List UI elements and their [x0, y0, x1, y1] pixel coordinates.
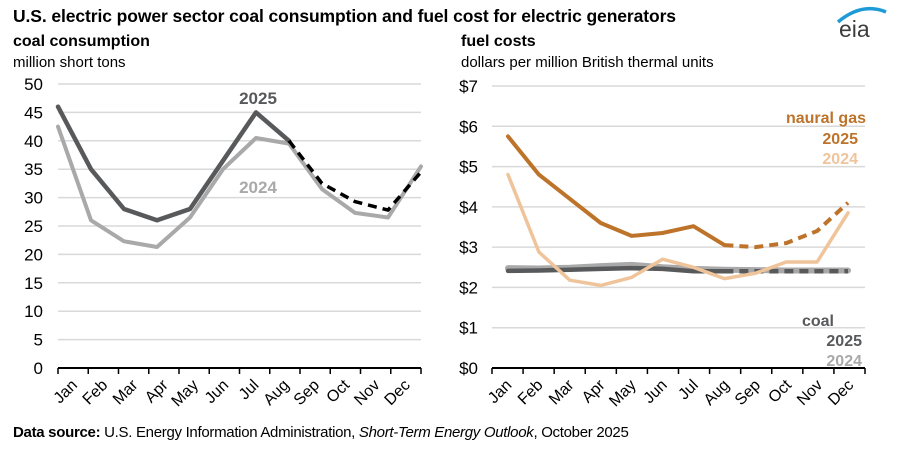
x-tick-label: Jul	[236, 377, 262, 403]
legend-coal-title: coal	[802, 313, 834, 330]
y-tick-label: $1	[459, 319, 478, 338]
legend-gas-2025: 2025	[822, 131, 858, 148]
x-tick-label: Dec	[382, 377, 414, 409]
gas-cost-2024-line	[506, 172, 850, 288]
x-tick-label: Feb	[515, 377, 547, 409]
y-tick-label: $0	[459, 359, 478, 378]
x-tick-label: Mar	[546, 376, 578, 408]
y-tick-label: 5	[34, 331, 43, 350]
x-tick-label: Apr	[579, 376, 609, 406]
y-tick-label: $7	[459, 77, 478, 96]
x-tick-label: Jun	[202, 377, 232, 407]
y-tick-label: 45	[24, 103, 43, 122]
y-tick-label: 25	[24, 217, 43, 236]
coal-consumption-2024-line	[56, 124, 423, 249]
x-tick-label: Aug	[261, 377, 293, 409]
x-tick-label: Oct	[765, 376, 795, 406]
data-source-label: Data source:	[13, 424, 101, 441]
x-tick-label: Nov	[794, 377, 826, 409]
y-tick-label: 40	[24, 132, 43, 151]
x-tick-label: Feb	[80, 377, 112, 409]
x-tick-label: Sep	[291, 377, 323, 409]
gas-cost-2025-forecast-line	[724, 201, 850, 250]
x-tick-label: Jan	[485, 377, 515, 407]
eia-logo-text: eia	[839, 16, 870, 40]
x-tick-label: Nov	[351, 377, 383, 409]
y-tick-label: 20	[24, 245, 43, 264]
data-source-publication: Short-Term Energy Outlook	[358, 424, 534, 441]
right-chart-units: dollars per million British thermal unit…	[461, 54, 714, 71]
legend-coal-2024: 2024	[826, 353, 862, 370]
x-tick-label: May	[606, 377, 639, 410]
y-tick-label: $6	[459, 117, 478, 136]
eia-logo-arc-icon	[836, 6, 887, 24]
legend-gas-title: naural gas	[786, 110, 866, 127]
chart-title: U.S. electric power sector coal consumpt…	[13, 6, 676, 26]
eia-logo: eia	[836, 6, 887, 40]
x-tick-label: Jul	[675, 377, 701, 403]
legend-coal-2025: 2025	[826, 333, 862, 350]
right-chart-title: fuel costs	[461, 33, 536, 50]
left-chart-units: million short tons	[13, 54, 126, 71]
legend-gas-2024: 2024	[822, 151, 858, 168]
x-tick-label: May	[169, 377, 202, 410]
x-tick-label: Sep	[732, 377, 764, 409]
gas-cost-2025-line	[506, 134, 727, 248]
data-source-text: U.S. Energy Information Administration,	[100, 424, 359, 441]
coal-consumption-2025-forecast-line	[287, 139, 423, 212]
left-chart-title: coal consumption	[13, 33, 150, 50]
y-tick-label: $3	[459, 238, 478, 257]
coal-consumption-2025-line	[55, 104, 292, 223]
x-tick-label: Mar	[110, 376, 142, 408]
x-tick-label: Jan	[51, 377, 81, 407]
coal-cost-2025-line	[505, 265, 727, 274]
series-label-2025: 2025	[239, 89, 277, 108]
y-tick-label: 15	[24, 274, 43, 293]
y-tick-label: $5	[459, 158, 478, 177]
y-tick-label: 35	[24, 160, 43, 179]
x-tick-label: Dec	[825, 377, 857, 409]
y-tick-label: 30	[24, 189, 43, 208]
data-source-date: , October 2025	[533, 424, 629, 441]
series-label-2024: 2024	[239, 178, 277, 197]
y-tick-label: $2	[459, 278, 478, 297]
x-tick-label: Jun	[641, 377, 671, 407]
y-tick-label: $4	[459, 198, 478, 217]
x-tick-label: Oct	[324, 376, 354, 406]
data-source: Data source: U.S. Energy Information Adm…	[13, 424, 629, 441]
y-tick-label: 10	[24, 302, 43, 321]
y-tick-label: 50	[24, 75, 43, 94]
x-tick-label: Apr	[142, 376, 172, 406]
y-tick-label: 0	[34, 359, 43, 378]
x-tick-label: Aug	[701, 377, 733, 409]
